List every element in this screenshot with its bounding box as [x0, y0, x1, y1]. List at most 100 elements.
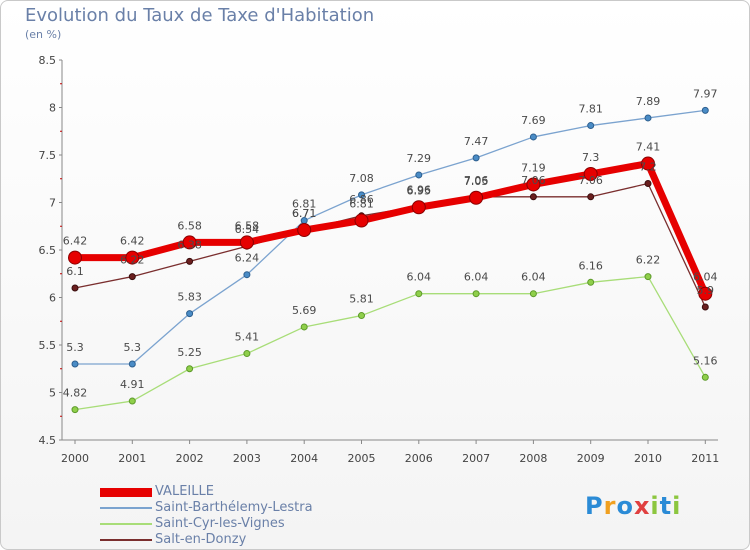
- data-label: 7.06: [464, 174, 489, 187]
- data-labels: 5.3 5.3 5.83 6.24 6.81 7.08 7.29 7.47 7.69 7.81 7.…: [63, 87, 718, 399]
- data-label: 6.24: [235, 252, 260, 265]
- data-label: 6.95: [407, 184, 432, 197]
- data-label: 7.89: [636, 95, 661, 108]
- data-label: 7.08: [349, 172, 374, 185]
- data-label: 6.42: [120, 235, 145, 248]
- data-point: [472, 154, 480, 162]
- data-label: 7.06: [521, 174, 546, 187]
- data-point: [300, 323, 308, 331]
- legend-swatch: [100, 488, 152, 497]
- data-label: 6.38: [177, 238, 202, 251]
- data-point: [415, 290, 423, 298]
- y-tick-label: 5: [49, 387, 56, 400]
- y-tick-label: 6.5: [39, 244, 57, 257]
- data-point: [128, 273, 136, 281]
- data-point: [415, 171, 423, 179]
- data-label: 5.9: [697, 284, 715, 297]
- x-tick-label: 2011: [691, 452, 719, 465]
- data-point: [354, 213, 369, 228]
- data-point: [239, 235, 254, 250]
- legend-label: Saint-Cyr-les-Vignes: [155, 516, 285, 531]
- data-label: 7.41: [636, 141, 661, 154]
- data-label: 6.42: [63, 235, 88, 248]
- legend-swatch: [100, 523, 152, 525]
- data-point: [358, 312, 365, 320]
- legend-label: Saint-Barthélemy-Lestra: [155, 500, 313, 515]
- series-layer: [68, 106, 713, 414]
- chart-title: Evolution du Taux de Taxe d'Habitation: [25, 5, 375, 26]
- data-label: 7.05: [464, 175, 489, 188]
- data-label: 7.19: [521, 161, 546, 174]
- data-point: [469, 190, 484, 205]
- data-point: [701, 303, 709, 311]
- data-point: [701, 106, 709, 114]
- axes: 4.5 5 5.5 6 6.5 7 7.5 8 8.5 2000 2001 2002 2003 2004 2…: [39, 54, 720, 465]
- data-point: [644, 114, 652, 122]
- data-label: 6.71: [292, 207, 317, 220]
- y-tick-label: 5.5: [39, 339, 57, 352]
- x-tick-label: 2001: [118, 452, 146, 465]
- data-point: [186, 257, 194, 265]
- data-label: 6.96: [407, 183, 432, 196]
- legend-label: Salt-en-Donzy: [155, 532, 247, 547]
- data-label: 6.22: [120, 254, 145, 267]
- x-tick-label: 2003: [233, 452, 261, 465]
- data-label: 5.25: [177, 346, 202, 359]
- data-point: [243, 350, 251, 358]
- data-label: 7.06: [578, 174, 603, 187]
- data-point: [701, 373, 709, 381]
- legend-label: VALEILLE: [155, 484, 214, 499]
- series-line-0: [75, 160, 709, 296]
- data-point: [529, 290, 537, 298]
- x-tick-label: 2010: [634, 452, 662, 465]
- x-tick-label: 2006: [405, 452, 433, 465]
- data-label: 6.04: [693, 271, 718, 284]
- data-point: [297, 223, 312, 238]
- data-point: [529, 133, 537, 141]
- data-label: 6.1: [66, 265, 84, 278]
- data-label: 5.81: [349, 293, 374, 306]
- data-label: 7.2: [639, 161, 657, 174]
- data-point: [71, 406, 79, 414]
- y-tick-label: 6: [49, 292, 56, 305]
- data-label: 6.58: [177, 219, 202, 232]
- x-tick-label: 2008: [519, 452, 547, 465]
- data-point: [71, 284, 79, 292]
- data-point: [641, 156, 655, 171]
- data-point: [472, 290, 480, 298]
- series-line-2: [74, 275, 706, 411]
- data-label: 7.3: [582, 151, 600, 164]
- data-label: 5.16: [693, 354, 718, 367]
- data-point: [243, 271, 251, 279]
- data-point: [182, 235, 197, 250]
- data-label: 6.54: [235, 223, 260, 236]
- data-label: 6.71: [292, 207, 317, 220]
- data-point: [644, 180, 652, 187]
- data-label: 5.41: [235, 331, 260, 344]
- data-point: [128, 360, 136, 368]
- data-point: [644, 273, 652, 281]
- data-point: [587, 193, 595, 201]
- y-tick-label: 7.5: [39, 149, 57, 162]
- data-label: 5.3: [66, 341, 84, 354]
- data-label: 6.81: [292, 198, 317, 211]
- data-label: 6.04: [464, 271, 489, 284]
- legend-swatch: [100, 539, 152, 541]
- data-label: 7.69: [521, 114, 546, 127]
- data-point: [71, 360, 79, 368]
- data-label: 7.29: [407, 152, 432, 165]
- data-label: 4.91: [120, 378, 145, 391]
- data-label: 5.83: [177, 291, 202, 304]
- data-label: 6.81: [349, 198, 374, 211]
- x-tick-label: 2005: [348, 452, 376, 465]
- data-label: 5.69: [292, 304, 317, 317]
- x-tick-label: 2007: [462, 452, 490, 465]
- data-label: 6.22: [636, 254, 661, 267]
- data-point: [526, 177, 541, 192]
- x-tick-label: 2004: [290, 452, 318, 465]
- data-label: 6.04: [407, 271, 432, 284]
- data-label: 6.58: [235, 219, 260, 232]
- data-point: [68, 250, 82, 265]
